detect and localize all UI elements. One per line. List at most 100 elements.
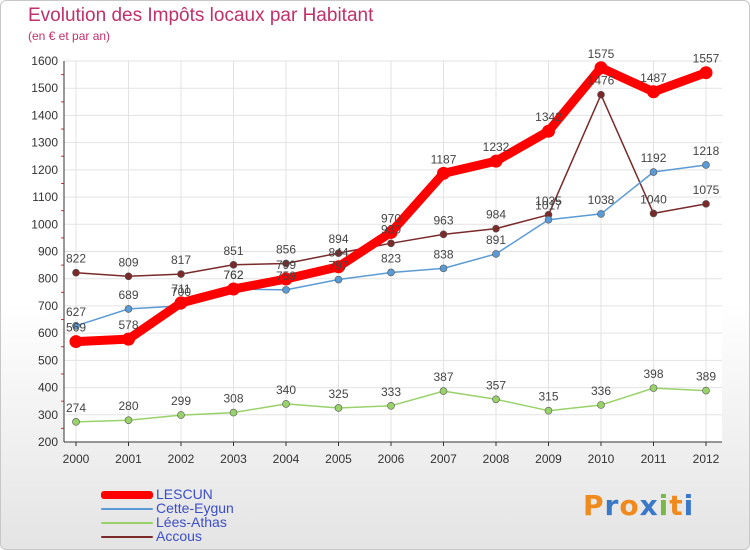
data-label: 336 <box>591 384 611 398</box>
y-tick-label: 1000 <box>31 217 58 231</box>
legend-label: Accous <box>156 528 202 544</box>
x-tick-label: 2012 <box>693 452 720 466</box>
data-label: 1075 <box>693 183 720 197</box>
data-point <box>282 259 290 268</box>
data-point <box>124 272 133 281</box>
data-point <box>492 250 500 258</box>
data-point <box>384 225 398 239</box>
x-tick-label: 2000 <box>63 452 90 466</box>
data-point <box>702 200 710 208</box>
data-point <box>542 124 555 138</box>
data-label: 398 <box>643 367 663 381</box>
data-label: 389 <box>696 370 716 384</box>
data-label: 280 <box>118 399 138 413</box>
data-label: 387 <box>433 370 453 384</box>
logo-letter: o <box>619 489 640 522</box>
data-label: 357 <box>486 378 506 392</box>
data-point <box>702 386 710 395</box>
y-tick-label: 200 <box>38 435 58 449</box>
data-point <box>699 66 713 80</box>
y-tick-label: 600 <box>38 326 58 340</box>
x-tick-label: 2002 <box>168 452 195 466</box>
x-tick-label: 2007 <box>430 452 457 466</box>
data-point <box>334 249 343 257</box>
data-point <box>437 166 450 180</box>
y-tick-label: 800 <box>38 272 58 286</box>
data-label: 308 <box>223 392 243 406</box>
logo-letter: i <box>658 489 670 522</box>
data-label: 970 <box>381 211 401 225</box>
y-tick-label: 700 <box>38 299 58 313</box>
x-tick-label: 2010 <box>588 452 615 466</box>
data-label: 762 <box>223 268 243 282</box>
data-label: 340 <box>276 383 296 397</box>
data-point <box>597 210 605 218</box>
data-label: 689 <box>118 288 138 302</box>
x-tick-label: 2004 <box>273 452 300 466</box>
data-label: 569 <box>66 321 86 335</box>
data-point <box>279 272 293 286</box>
data-label: 325 <box>328 387 348 401</box>
data-point <box>387 402 395 410</box>
data-label: 1557 <box>693 52 720 66</box>
data-label: 1232 <box>483 140 510 154</box>
data-point <box>122 332 135 346</box>
data-point <box>492 224 500 233</box>
logo-letter: r <box>604 489 620 522</box>
data-label: 299 <box>171 394 191 408</box>
data-point <box>177 411 185 419</box>
data-label: 700 <box>171 285 191 299</box>
data-label: 1476 <box>588 74 615 88</box>
legend-label: Lées-Athas <box>156 514 227 530</box>
y-tick-label: 1200 <box>31 163 58 177</box>
data-label: 809 <box>118 255 138 269</box>
data-label: 930 <box>381 222 401 236</box>
data-label: 1038 <box>588 193 615 207</box>
data-point <box>334 275 343 284</box>
data-label: 823 <box>381 251 401 265</box>
data-label: 627 <box>66 305 86 319</box>
x-tick-label: 2006 <box>378 452 405 466</box>
data-point <box>597 401 605 409</box>
data-label: 894 <box>328 232 348 246</box>
data-label: 1218 <box>693 144 720 158</box>
y-tick-label: 1400 <box>31 108 58 122</box>
y-tick-label: 1600 <box>31 54 58 68</box>
data-point <box>649 168 658 176</box>
chart-title: Evolution des Impôts locaux par Habitant <box>28 5 374 26</box>
legend-swatch <box>101 491 153 499</box>
data-label: 963 <box>433 213 453 227</box>
logo-letter: i <box>683 489 695 522</box>
legend-label: Cette-Eygun <box>156 500 234 516</box>
data-point <box>594 61 608 75</box>
data-label: 333 <box>381 385 401 399</box>
data-label: 1342 <box>535 110 562 124</box>
data-label: 838 <box>433 247 453 261</box>
data-label: 1017 <box>535 199 562 213</box>
data-point <box>439 230 448 239</box>
x-tick-label: 2001 <box>115 452 142 466</box>
data-label: 822 <box>66 252 86 266</box>
data-label: 315 <box>538 390 558 404</box>
data-point <box>647 85 660 99</box>
chart-subtitle: (en € et par an) <box>28 29 111 43</box>
legend-swatch <box>101 522 153 524</box>
data-point <box>439 264 448 273</box>
y-tick-label: 1100 <box>32 190 58 204</box>
data-label: 1575 <box>588 47 615 61</box>
data-point <box>72 268 80 277</box>
data-label: 1487 <box>640 71 667 85</box>
data-label: 851 <box>223 244 243 258</box>
data-label: 891 <box>486 233 506 247</box>
data-label: 578 <box>118 318 138 332</box>
legend-label: LESCUN <box>156 486 213 502</box>
y-tick-label: 300 <box>38 408 58 422</box>
y-tick-label: 1500 <box>31 81 58 95</box>
data-point <box>649 209 658 218</box>
y-tick-label: 400 <box>38 381 58 395</box>
data-point <box>227 282 240 296</box>
data-point <box>69 335 83 349</box>
data-label: 817 <box>171 253 191 267</box>
